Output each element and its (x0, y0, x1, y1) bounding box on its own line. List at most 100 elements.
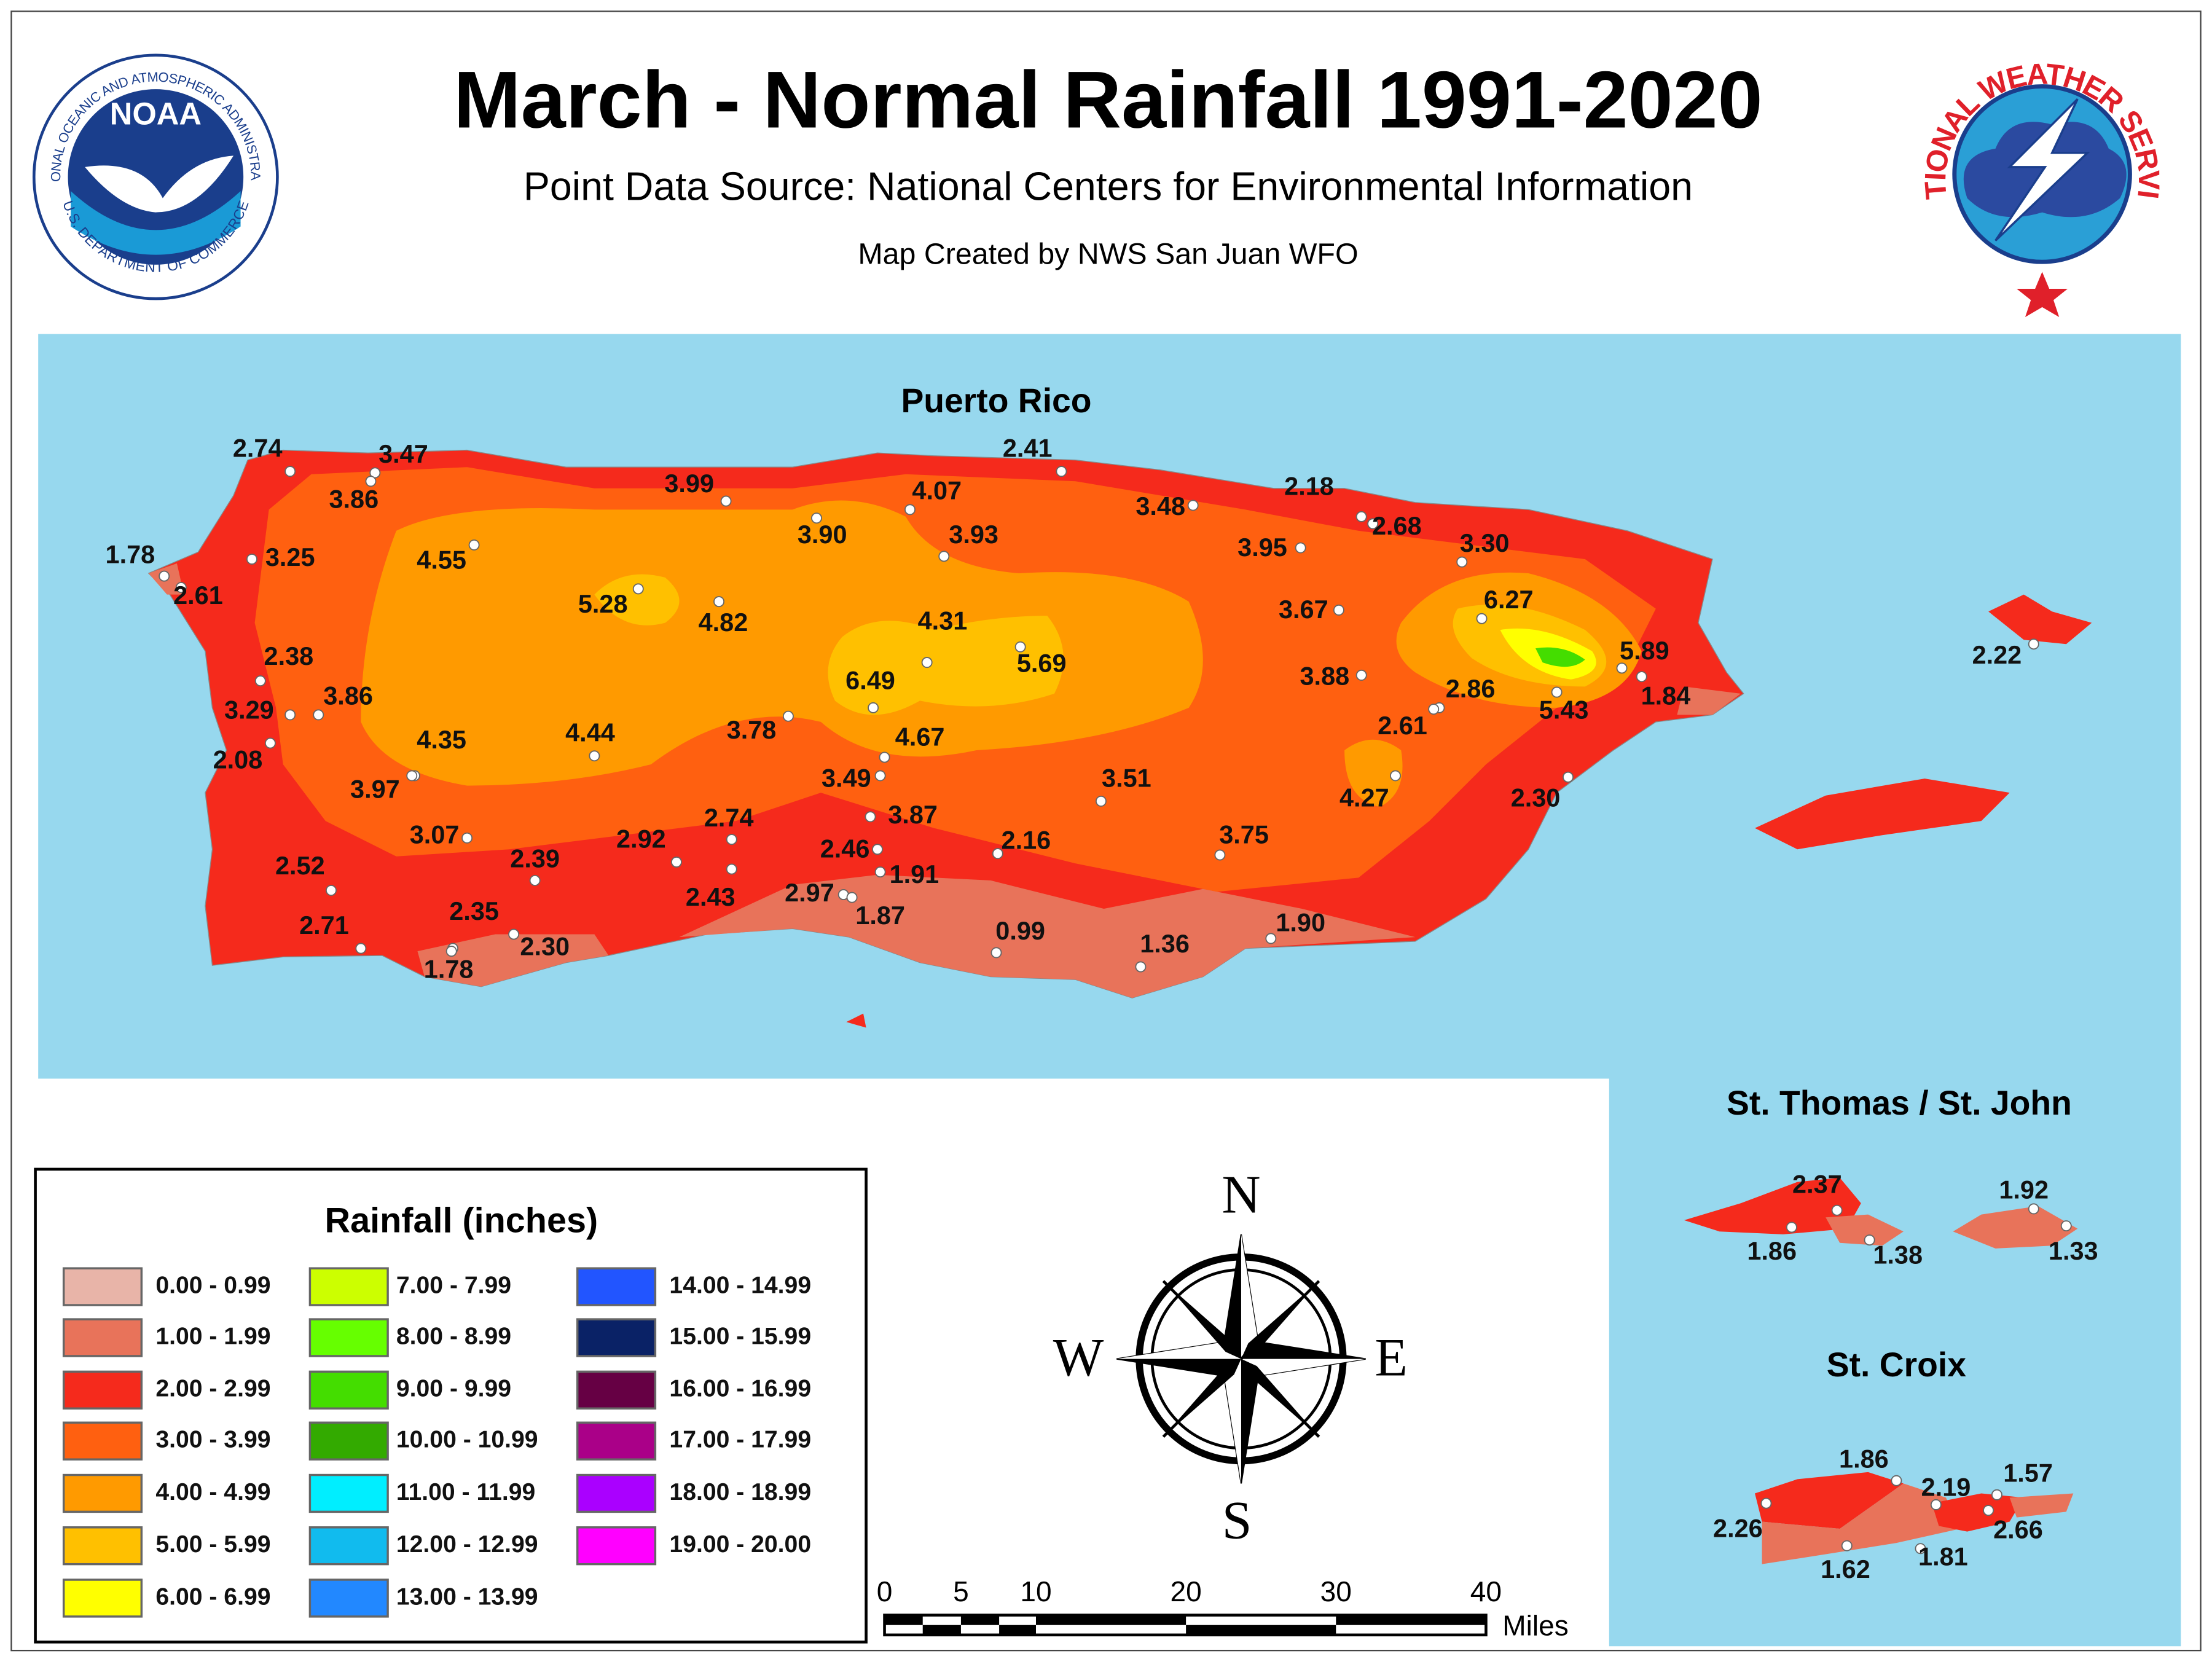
legend-swatch (576, 1421, 657, 1461)
station-value: 2.08 (213, 745, 263, 774)
station-value: 1.84 (1641, 681, 1691, 710)
st-john (1953, 1206, 2078, 1249)
station-dot (1636, 671, 1647, 683)
station-dot (175, 582, 187, 594)
scale-seg (922, 1625, 961, 1635)
legend-label: 19.00 - 20.00 (669, 1531, 811, 1558)
station-dot (990, 947, 1002, 959)
station-dot (468, 539, 480, 551)
legend-label: 6.00 - 6.99 (155, 1583, 270, 1610)
legend-label: 7.00 - 7.99 (396, 1272, 511, 1298)
scale-seg (1186, 1625, 1336, 1635)
legend-label: 18.00 - 18.99 (669, 1479, 811, 1505)
station-dot (921, 657, 933, 669)
station-dot (264, 737, 276, 749)
title: March - Normal Rainfall 1991-2020 (453, 54, 1762, 144)
station-dot (159, 570, 170, 582)
station-dot (1367, 518, 1379, 530)
legend-box (34, 1167, 868, 1644)
station-dot (1355, 669, 1367, 681)
station-value: 1.86 (1839, 1444, 1889, 1473)
legend-swatch (62, 1473, 143, 1513)
region-label: Puerto Rico (901, 382, 1091, 420)
station-dot (720, 495, 732, 507)
legend-label: 10.00 - 10.99 (396, 1427, 538, 1453)
legend-label: 12.00 - 12.99 (396, 1531, 538, 1558)
scale-tick-label: 20 (1171, 1575, 1202, 1607)
station-dot (1428, 704, 1440, 715)
station-value: 4.67 (895, 723, 945, 751)
compass-rose (1116, 1234, 1366, 1484)
station-dot (632, 583, 644, 595)
station-dot (1187, 500, 1199, 511)
station-value: 2.74 (233, 434, 283, 463)
region-label: St. Thomas / St. John (1727, 1084, 2072, 1122)
station-value: 5.43 (1539, 696, 1589, 724)
station-value: 2.66 (1993, 1515, 2043, 1544)
station-dot (1891, 1475, 1902, 1486)
st-croix-tip (2009, 1493, 2074, 1518)
legend-label: 17.00 - 17.99 (669, 1427, 811, 1453)
credit: Map Created by NWS San Juan WFO (858, 238, 1358, 271)
station-value: 2.30 (1511, 783, 1561, 812)
scale-unit: Miles (1502, 1609, 1568, 1641)
station-dot (1616, 662, 1628, 674)
compass-diag-star (1163, 1281, 1319, 1437)
legend-swatch (308, 1370, 389, 1410)
station-value: 2.35 (449, 896, 499, 925)
scale-seg (884, 1615, 923, 1625)
station-dot (529, 874, 541, 886)
legend-swatch (62, 1421, 143, 1461)
station-value: 2.71 (299, 911, 349, 939)
station-value: 1.33 (2049, 1236, 2098, 1265)
station-value: 2.18 (1284, 472, 1334, 501)
station-dot (1056, 466, 1067, 477)
station-value: 2.92 (616, 824, 666, 853)
st-croix-east (1931, 1493, 2024, 1532)
station-dot (904, 504, 916, 516)
station-value: 2.43 (686, 882, 735, 911)
station-value: 3.25 (265, 543, 315, 571)
station-value: 6.49 (845, 665, 895, 694)
legend-title: Rainfall (inches) (325, 1201, 598, 1241)
station-dot (445, 946, 457, 957)
station-dot (726, 834, 737, 845)
station-value: 4.55 (417, 546, 466, 575)
station-dot (1760, 1497, 1772, 1509)
legend-label: 5.00 - 5.99 (155, 1531, 270, 1558)
station-value: 3.97 (350, 775, 400, 804)
scale-tick-label: 0 (877, 1575, 893, 1607)
station-dot (1390, 770, 1401, 782)
station-dot (1014, 641, 1026, 653)
station-value: 3.48 (1135, 492, 1185, 520)
station-value: 1.78 (106, 539, 155, 568)
compass-e: E (1375, 1328, 1407, 1387)
station-dot (325, 885, 337, 896)
station-value: 1.57 (2003, 1458, 2053, 1487)
station-value: 5.69 (1017, 649, 1067, 678)
station-dot (1563, 771, 1574, 783)
station-dot (461, 832, 473, 844)
station-value: 2.30 (520, 931, 570, 960)
station-value: 3.90 (798, 520, 847, 549)
station-value: 4.82 (699, 608, 748, 637)
station-dot (726, 863, 737, 875)
station-value: 3.07 (410, 820, 460, 849)
rain-zone-5 (594, 574, 680, 626)
station-value: 3.75 (1219, 820, 1269, 849)
rain-zone-1 (417, 934, 609, 987)
station-value: 3.47 (378, 439, 428, 468)
legend-swatch (308, 1526, 389, 1566)
culebra (1988, 594, 2092, 645)
station-value: 2.41 (1003, 434, 1053, 463)
st-croix-west (1755, 1472, 1904, 1529)
rain-zone-1 (679, 874, 1416, 998)
station-value: 3.95 (1237, 533, 1287, 562)
scale-seg (999, 1625, 1036, 1635)
station-value: 2.68 (1372, 511, 1422, 540)
station-dot (284, 466, 296, 477)
station-value: 3.86 (323, 681, 373, 710)
station-dot (1095, 795, 1107, 807)
